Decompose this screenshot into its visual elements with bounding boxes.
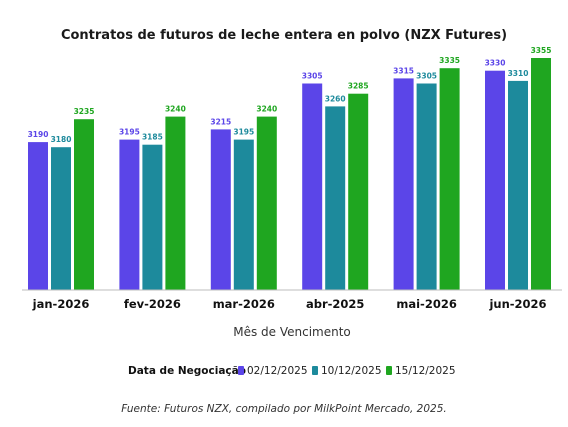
data-label-jan-2026-series-1: 3180 bbox=[51, 135, 72, 144]
bar-fev-2026-series-0 bbox=[119, 139, 140, 290]
data-label-mar-2026-series-2: 3240 bbox=[256, 105, 277, 114]
data-label-mar-2026-series-0: 3215 bbox=[210, 117, 231, 126]
bar-jun-2026-series-0 bbox=[485, 70, 505, 290]
x-tick-label: fev-2026 bbox=[124, 297, 181, 311]
data-label-jun-2026-series-2: 3355 bbox=[531, 46, 552, 55]
data-label-abr-2025-series-1: 3260 bbox=[325, 94, 346, 103]
legend-swatch-2 bbox=[386, 366, 392, 375]
data-label-abr-2025-series-2: 3285 bbox=[348, 82, 369, 91]
source-note: Fuente: Futuros NZX, compilado por MilkP… bbox=[121, 403, 447, 415]
x-tick-label: abr-2025 bbox=[306, 297, 364, 311]
bar-jun-2026-series-1 bbox=[508, 80, 528, 291]
bar-mar-2026-series-1 bbox=[233, 139, 254, 290]
bar-mai-2026-series-1 bbox=[416, 83, 437, 290]
bar-fev-2026-series-2 bbox=[165, 116, 186, 290]
x-tick-label: jan-2026 bbox=[32, 297, 90, 311]
bar-mar-2026-series-0 bbox=[210, 129, 231, 290]
data-label-fev-2026-series-2: 3240 bbox=[165, 105, 186, 114]
legend-title: Data de Negociação bbox=[128, 365, 246, 377]
bar-abr-2025-series-1 bbox=[325, 106, 346, 291]
chart-title: Contratos de futuros de leche entera en … bbox=[61, 28, 507, 43]
bar-mai-2026-series-0 bbox=[393, 78, 414, 291]
bar-jan-2026-series-1 bbox=[51, 147, 71, 290]
bar-mar-2026-series-2 bbox=[256, 116, 277, 290]
data-label-mai-2026-series-1: 3305 bbox=[416, 72, 437, 81]
x-tick-label: mar-2026 bbox=[213, 297, 275, 311]
data-label-abr-2025-series-0: 3305 bbox=[302, 72, 323, 81]
bar-jun-2026-series-2 bbox=[531, 58, 551, 290]
x-tick-label: mai-2026 bbox=[396, 297, 456, 311]
data-label-mai-2026-series-0: 3315 bbox=[393, 66, 414, 75]
legend-swatch-1 bbox=[312, 366, 318, 375]
data-label-mai-2026-series-2: 3335 bbox=[439, 56, 460, 65]
bar-jan-2026-series-0 bbox=[28, 142, 48, 290]
data-label-jan-2026-series-2: 3235 bbox=[74, 107, 95, 116]
data-label-jun-2026-series-1: 3310 bbox=[508, 69, 529, 78]
x-tick-label: jun-2026 bbox=[488, 297, 546, 311]
legend-item-0: 02/12/2025 bbox=[247, 365, 308, 377]
bar-fev-2026-series-1 bbox=[142, 144, 163, 290]
data-label-mar-2026-series-1: 3195 bbox=[233, 128, 254, 137]
legend-swatch-0 bbox=[238, 366, 244, 375]
legend-item-2: 15/12/2025 bbox=[395, 365, 456, 377]
data-label-jun-2026-series-0: 3330 bbox=[485, 59, 506, 68]
data-label-fev-2026-series-1: 3185 bbox=[142, 133, 163, 142]
data-labels-group: 3190318032353195318532403215319532403305… bbox=[28, 46, 552, 144]
bar-mai-2026-series-2 bbox=[439, 68, 460, 290]
bar-abr-2025-series-0 bbox=[302, 83, 323, 290]
x-axis-label: Mês de Vencimento bbox=[233, 325, 351, 339]
bar-jan-2026-series-2 bbox=[74, 119, 94, 290]
legend: Data de Negociação 02/12/2025 10/12/2025 1… bbox=[128, 365, 456, 377]
data-label-fev-2026-series-0: 3195 bbox=[119, 128, 140, 137]
bar-abr-2025-series-2 bbox=[348, 93, 369, 290]
data-label-jan-2026-series-0: 3190 bbox=[28, 130, 49, 139]
x-tick-labels: jan-2026 fev-2026 mar-2026 abr-2025 mai-2026… bbox=[32, 297, 547, 311]
legend-item-1: 10/12/2025 bbox=[321, 365, 382, 377]
bars-group bbox=[28, 58, 551, 291]
